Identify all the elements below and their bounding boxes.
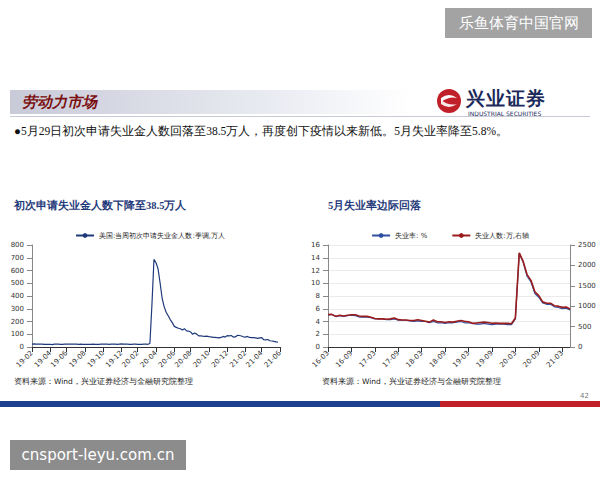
svg-text:失业人数:万,右轴: 失业人数:万,右轴 bbox=[475, 232, 529, 240]
svg-text:800: 800 bbox=[11, 241, 24, 249]
svg-text:失业率: %: 失业率: % bbox=[395, 232, 428, 240]
html-text:42: 42 bbox=[580, 392, 589, 400]
svg-text:17-09: 17-09 bbox=[381, 349, 401, 369]
svg-text:16-03: 16-03 bbox=[311, 349, 331, 369]
html-text:5月失业率边际回落: 5月失业率边际回落 bbox=[328, 200, 422, 211]
svg-text:2500: 2500 bbox=[578, 241, 596, 249]
svg-text:18-09: 18-09 bbox=[428, 349, 448, 369]
html-text:劳动力市场: 劳动力市场 bbox=[22, 94, 97, 110]
svg-text:6: 6 bbox=[316, 305, 321, 313]
svg-text:20-09: 20-09 bbox=[522, 349, 542, 369]
svg-text:21-02: 21-02 bbox=[228, 349, 248, 369]
html-text:●5月29日初次申请失业金人数回落至38.5万人，再度创下疫: ●5月29日初次申请失业金人数回落至38.5万人，再度创下疫情以来新低。5月失业… bbox=[14, 125, 508, 137]
svg-text:1500: 1500 bbox=[578, 282, 596, 290]
svg-text:20-03: 20-03 bbox=[498, 349, 518, 369]
svg-text:20-04: 20-04 bbox=[139, 349, 159, 369]
svg-text:500: 500 bbox=[578, 323, 591, 331]
svg-text:20-02: 20-02 bbox=[121, 349, 141, 369]
svg-text:1000: 1000 bbox=[578, 302, 596, 310]
svg-text:14: 14 bbox=[311, 254, 320, 262]
html-text:兴业证券: 兴业证券 bbox=[466, 88, 546, 109]
svg-text:0: 0 bbox=[20, 343, 24, 351]
svg-text:2: 2 bbox=[316, 330, 320, 338]
html-text:乐鱼体育中国官网: 乐鱼体育中国官网 bbox=[458, 14, 579, 32]
svg-text:2000: 2000 bbox=[578, 261, 596, 269]
svg-text:400: 400 bbox=[11, 292, 24, 300]
svg-text:21-04: 21-04 bbox=[245, 349, 265, 369]
svg-text:19-10: 19-10 bbox=[86, 349, 106, 369]
svg-text:16: 16 bbox=[311, 241, 320, 249]
svg-text:12: 12 bbox=[311, 267, 320, 275]
svg-text:19-04: 19-04 bbox=[33, 349, 53, 369]
svg-text:19-09: 19-09 bbox=[475, 349, 495, 369]
svg-text:20-08: 20-08 bbox=[173, 349, 193, 369]
svg-text:4: 4 bbox=[316, 318, 321, 326]
svg-text:300: 300 bbox=[11, 305, 24, 313]
svg-text:19-12: 19-12 bbox=[104, 349, 124, 369]
svg-text:500: 500 bbox=[11, 279, 24, 287]
svg-text:19-03: 19-03 bbox=[451, 349, 471, 369]
svg-text:20-06: 20-06 bbox=[157, 349, 177, 369]
html-text:INDUSTRIAL SECURITIES: INDUSTRIAL SECURITIES bbox=[468, 110, 542, 117]
svg-text:8: 8 bbox=[316, 292, 320, 300]
svg-text:美国:当周初次申请失业金人数:季调,万人: 美国:当周初次申请失业金人数:季调,万人 bbox=[99, 232, 225, 240]
svg-text:19-02: 19-02 bbox=[15, 349, 35, 369]
html-text:初次申请失业金人数下降至38.5万人: 初次申请失业金人数下降至38.5万人 bbox=[14, 200, 187, 211]
svg-text:18-03: 18-03 bbox=[404, 349, 424, 369]
svg-text:200: 200 bbox=[11, 318, 24, 326]
svg-text:21-03: 21-03 bbox=[545, 349, 565, 369]
html-text:资料来源：Wind，兴业证券经济与金融研究院整理: 资料来源：Wind，兴业证券经济与金融研究院整理 bbox=[322, 377, 501, 386]
svg-text:600: 600 bbox=[11, 267, 24, 275]
svg-text:19-08: 19-08 bbox=[68, 349, 88, 369]
svg-text:700: 700 bbox=[11, 254, 24, 262]
html-text:cnsport-leyu.com.cn: cnsport-leyu.com.cn bbox=[21, 446, 175, 464]
svg-text:20-10: 20-10 bbox=[192, 349, 212, 369]
html-text:资料来源：Wind，兴业证券经济与金融研究院整理: 资料来源：Wind，兴业证券经济与金融研究院整理 bbox=[14, 377, 193, 386]
svg-text:20-12: 20-12 bbox=[210, 349, 230, 369]
svg-text:17-03: 17-03 bbox=[358, 349, 378, 369]
svg-text:16-09: 16-09 bbox=[334, 349, 354, 369]
svg-text:100: 100 bbox=[11, 330, 24, 338]
svg-text:19-06: 19-06 bbox=[49, 349, 69, 369]
svg-text:10: 10 bbox=[311, 279, 320, 287]
svg-text:0: 0 bbox=[316, 343, 320, 351]
svg-text:21-06: 21-06 bbox=[263, 349, 283, 369]
svg-text:0: 0 bbox=[578, 343, 582, 351]
